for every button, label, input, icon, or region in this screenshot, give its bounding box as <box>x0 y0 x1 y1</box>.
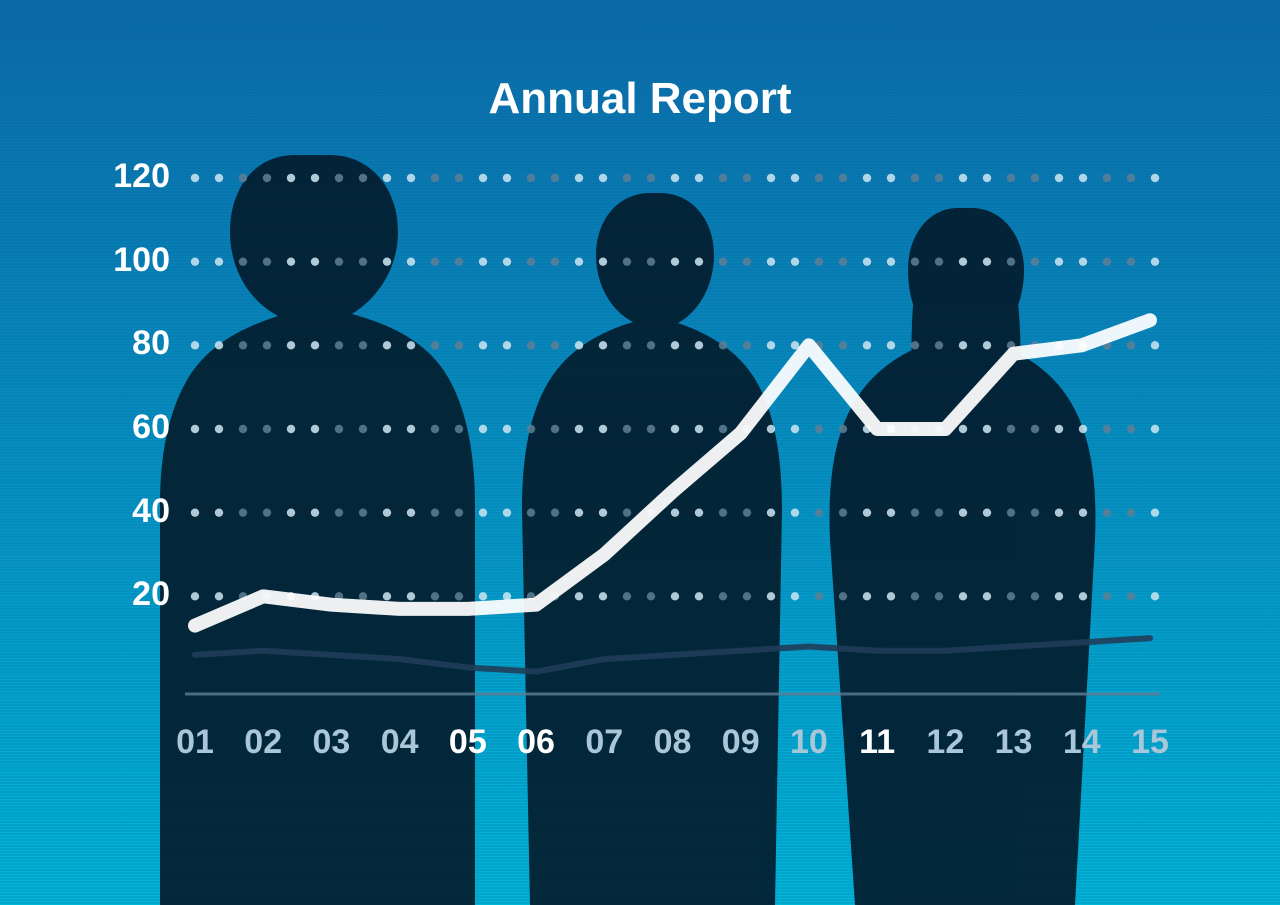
x-axis-tick: 06 <box>502 723 570 762</box>
y-axis-tick: 20 <box>0 575 170 614</box>
x-axis-tick: 12 <box>911 723 979 762</box>
y-axis-tick: 80 <box>0 324 170 363</box>
x-axis-tick: 11 <box>843 723 911 762</box>
x-axis-tick: 01 <box>161 723 229 762</box>
y-axis-tick: 120 <box>0 157 170 196</box>
chart-title: Annual Report <box>0 74 1280 124</box>
x-axis-tick: 04 <box>366 723 434 762</box>
x-axis-tick: 05 <box>434 723 502 762</box>
x-axis-tick: 03 <box>297 723 365 762</box>
x-axis-tick: 13 <box>980 723 1048 762</box>
x-axis-tick: 07 <box>570 723 638 762</box>
chart-layer <box>0 0 1280 905</box>
x-axis-tick: 02 <box>229 723 297 762</box>
y-axis-tick: 60 <box>0 408 170 447</box>
x-axis-tick: 09 <box>707 723 775 762</box>
x-axis-tick: 10 <box>775 723 843 762</box>
x-axis-tick: 15 <box>1116 723 1184 762</box>
y-axis-tick: 100 <box>0 241 170 280</box>
stage: Annual Report 120 100 80 60 40 20 010203040506… <box>0 0 1280 905</box>
x-axis-tick: 08 <box>639 723 707 762</box>
y-axis-tick: 40 <box>0 492 170 531</box>
x-axis-tick: 14 <box>1048 723 1116 762</box>
